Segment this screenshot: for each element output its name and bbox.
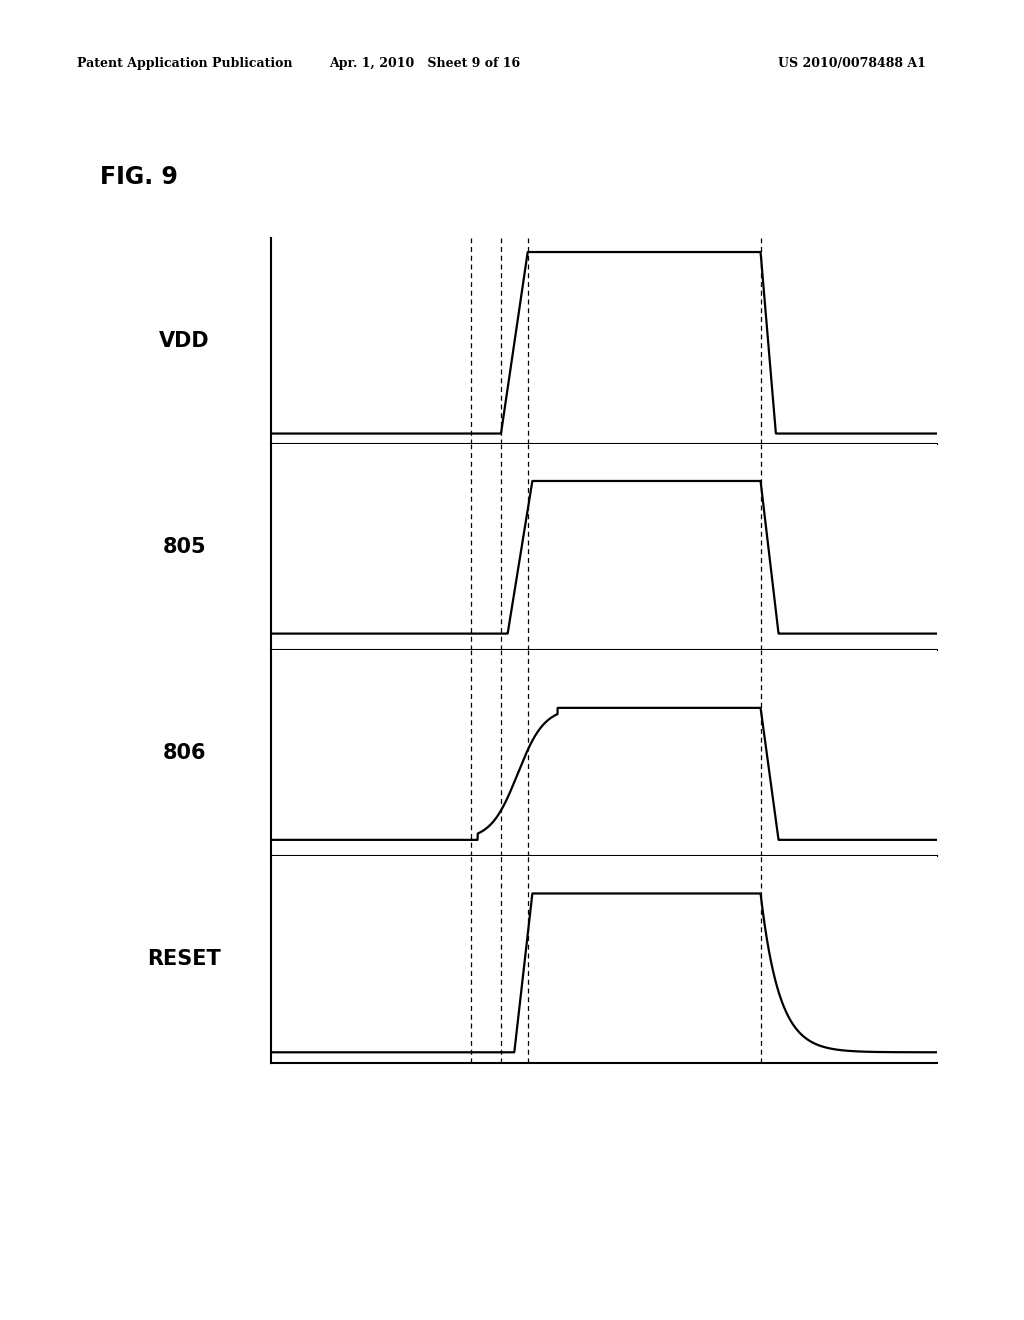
- Text: Apr. 1, 2010   Sheet 9 of 16: Apr. 1, 2010 Sheet 9 of 16: [330, 57, 520, 70]
- Text: 806: 806: [163, 743, 206, 763]
- Text: FIG. 9: FIG. 9: [100, 165, 178, 189]
- Text: RESET: RESET: [147, 949, 221, 969]
- Text: Patent Application Publication: Patent Application Publication: [77, 57, 292, 70]
- Text: 805: 805: [163, 537, 206, 557]
- Text: VDD: VDD: [159, 331, 210, 351]
- Text: US 2010/0078488 A1: US 2010/0078488 A1: [778, 57, 926, 70]
